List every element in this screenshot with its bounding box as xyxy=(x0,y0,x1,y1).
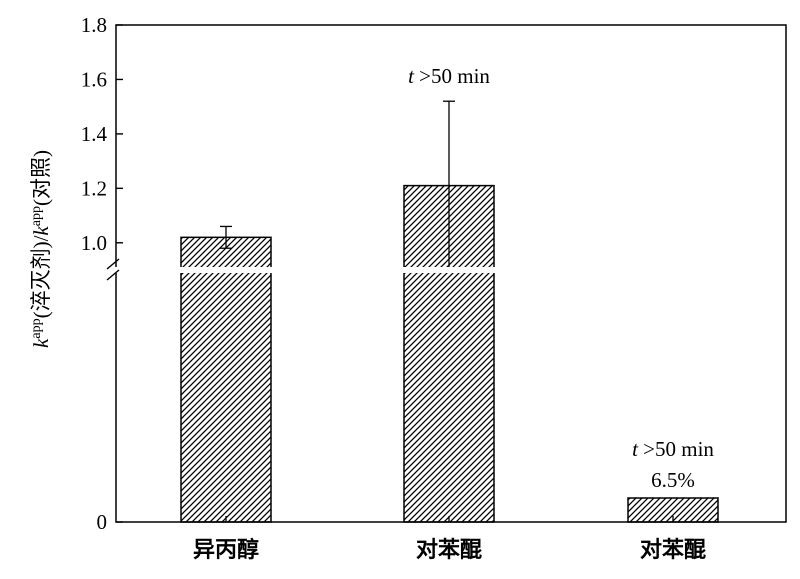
annotation-bar-2: t >50 min xyxy=(408,64,490,88)
bar-1 xyxy=(180,236,272,523)
category-label-2: 对苯醌 xyxy=(416,537,482,562)
axis-break-gap-right xyxy=(406,267,502,273)
category-label-3: 对苯醌 xyxy=(640,537,706,562)
axis-break-mark-lower xyxy=(106,269,120,281)
axis-break-mark-upper xyxy=(106,258,120,270)
annotation-bar-3-line1: t >50 min xyxy=(632,437,714,461)
y-tick-label-3: 1.4 xyxy=(81,122,108,146)
y-axis-label: kapp(淬灭剂)/kapp(对照) xyxy=(29,150,53,348)
y-tick-label-5: 1.8 xyxy=(81,13,107,37)
y-tick-label-0: 0 xyxy=(97,510,108,534)
y-tick-label-4: 1.6 xyxy=(81,67,107,91)
annotation-bar-3-line2: 6.5% xyxy=(651,468,695,492)
category-label-1: 异丙醇 xyxy=(193,537,259,562)
plot-frame xyxy=(115,24,787,523)
axis-break-gap xyxy=(110,267,630,273)
y-tick-label-1: 1.0 xyxy=(81,231,107,255)
y-tick-label-2: 1.2 xyxy=(81,176,107,200)
